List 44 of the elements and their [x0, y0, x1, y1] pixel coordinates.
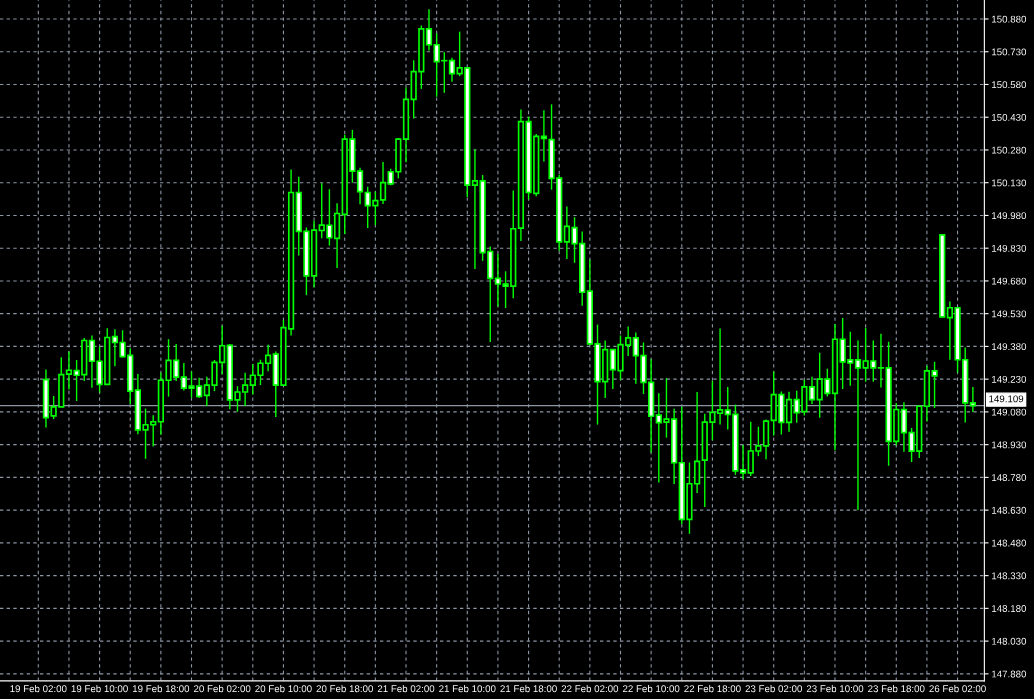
x-tick-label: 22 Feb 18:00: [684, 684, 741, 693]
y-tick-label: 150.730: [992, 48, 1027, 56]
y-tick-label: 148.030: [992, 637, 1027, 645]
candlestick: [425, 8, 433, 52]
y-tick-label: 149.380: [992, 343, 1027, 351]
x-tick-label: 20 Feb 02:00: [194, 684, 251, 693]
x-tick-label: 19 Feb 10:00: [71, 684, 128, 693]
y-tick-label: 150.430: [992, 113, 1027, 121]
y-tick-label: 149.980: [992, 212, 1027, 220]
x-tick-label: 23 Feb 02:00: [745, 684, 802, 693]
x-tick-label: 22 Feb 10:00: [622, 684, 680, 693]
y-tick-label: 148.480: [992, 539, 1027, 547]
x-tick-label: 20 Feb 18:00: [316, 684, 373, 693]
candlestick: [785, 391, 793, 433]
candlestick: [969, 386, 977, 413]
y-tick-label: 150.880: [992, 15, 1027, 23]
y-tick-label: 148.330: [992, 572, 1027, 580]
x-tick-label: 26 Feb 02:00: [929, 684, 986, 693]
y-tick-label: 148.930: [992, 441, 1027, 449]
candlestick: [540, 109, 548, 163]
y-tick-label: 150.580: [992, 81, 1027, 89]
y-tick-label: 150.130: [992, 179, 1027, 187]
x-tick-label: 21 Feb 10:00: [439, 684, 496, 693]
x-tick-label: 22 Feb 02:00: [561, 684, 619, 693]
ref-line-label: 149.109: [989, 395, 1024, 403]
y-tick-label: 148.630: [992, 506, 1027, 514]
y-tick-label: 149.830: [992, 244, 1027, 252]
candlestick: [379, 161, 387, 205]
x-tick-label: 21 Feb 02:00: [377, 684, 435, 693]
y-tick-label: 148.180: [992, 605, 1027, 612]
x-tick-label: 19 Feb 18:00: [132, 684, 190, 693]
y-tick-label: 149.530: [992, 310, 1027, 318]
x-tick-label: 23 Feb 10:00: [806, 684, 864, 693]
y-tick-label: 149.680: [992, 277, 1027, 285]
y-tick-label: 149.080: [992, 408, 1027, 416]
x-tick-label: 19 Feb 02:00: [10, 684, 67, 693]
candlestick: [808, 376, 816, 405]
y-tick-label: 149.230: [992, 375, 1027, 383]
x-tick-label: 21 Feb 18:00: [500, 684, 557, 693]
y-tick-label: 150.280: [992, 146, 1027, 154]
y-tick-label: 148.780: [992, 474, 1027, 481]
x-tick-label: 20 Feb 10:00: [255, 684, 312, 693]
y-tick-label: 147.880: [992, 670, 1027, 678]
x-tick-label: 23 Feb 18:00: [868, 684, 925, 693]
